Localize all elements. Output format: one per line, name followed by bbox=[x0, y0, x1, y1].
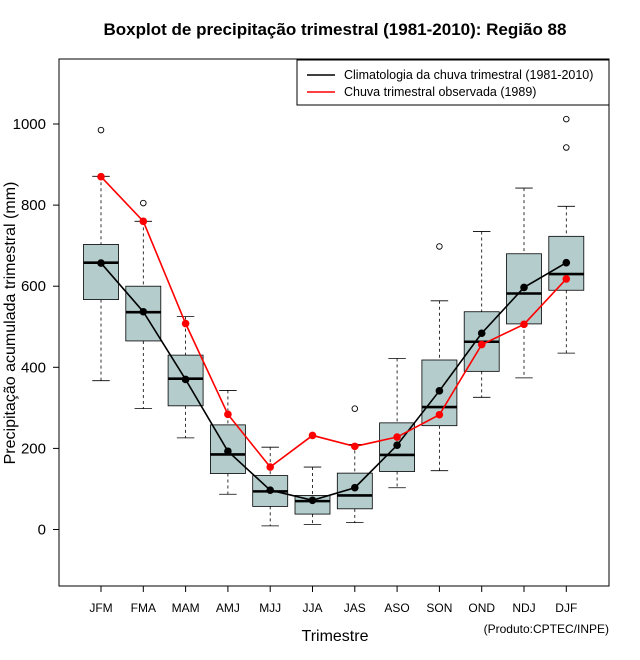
outlier-point bbox=[436, 243, 443, 250]
outlier-point bbox=[563, 144, 570, 151]
x-tick-label: ASO bbox=[384, 601, 409, 615]
series-point-climatology bbox=[308, 496, 317, 505]
series-point-observed bbox=[224, 410, 232, 419]
x-tick-label: MJJ bbox=[259, 601, 281, 615]
x-axis-label: Trimestre bbox=[302, 628, 369, 645]
series-point-observed bbox=[351, 442, 359, 451]
x-tick-label: FMA bbox=[131, 601, 156, 615]
outlier-point bbox=[563, 115, 570, 123]
series-line-climatology bbox=[100, 261, 567, 502]
series-point-climatology bbox=[139, 307, 148, 316]
x-tick-label: JAS bbox=[344, 601, 366, 615]
series-point-climatology bbox=[351, 483, 359, 492]
box-iqr bbox=[125, 285, 162, 342]
series-point-climatology bbox=[181, 375, 190, 384]
box-ndj bbox=[506, 187, 542, 379]
y-tick-label: 0 bbox=[38, 522, 46, 539]
series-point-climatology bbox=[266, 486, 275, 494]
x-tick-label: MAM bbox=[172, 601, 200, 615]
x-tick-label: NDJ bbox=[512, 601, 535, 615]
series-point-observed bbox=[181, 319, 190, 328]
box-iqr bbox=[83, 244, 119, 300]
series-point-climatology bbox=[393, 441, 401, 449]
series-point-observed bbox=[477, 340, 486, 349]
series-point-observed bbox=[562, 275, 571, 283]
series-point-climatology bbox=[477, 329, 486, 338]
credit-text: (Produto:CPTEC/INPE) bbox=[484, 622, 609, 636]
chart-title: Boxplot de precipitação trimestral (1981… bbox=[104, 20, 567, 39]
y-tick-label: 800 bbox=[21, 197, 46, 214]
series-point-climatology bbox=[520, 283, 528, 292]
box-jas bbox=[336, 405, 373, 524]
series-point-observed bbox=[266, 463, 275, 471]
y-tick-label: 1000 bbox=[13, 116, 46, 133]
y-axis-label: Precipitação acumulada trimestral (mm) bbox=[2, 182, 19, 465]
legend-box bbox=[296, 59, 610, 106]
box-amj bbox=[209, 390, 246, 495]
y-tick-label: 200 bbox=[21, 440, 46, 457]
outlier-point bbox=[351, 405, 359, 412]
legend-observed-label: Chuva trimestral observada (1989) bbox=[344, 85, 536, 99]
series-point-observed bbox=[308, 431, 317, 440]
series-point-climatology bbox=[224, 447, 232, 456]
series-point-observed bbox=[393, 433, 401, 441]
x-tick-label: JJA bbox=[302, 601, 322, 615]
legend: Climatologia da chuva trimestral (1981-2… bbox=[296, 59, 610, 106]
x-tick-label: OND bbox=[468, 601, 495, 615]
series-point-observed bbox=[435, 410, 444, 419]
x-tick-label: JFM bbox=[89, 601, 112, 615]
series-point-observed bbox=[97, 172, 105, 181]
y-tick-label: 400 bbox=[21, 359, 46, 376]
y-tick-label: 600 bbox=[21, 278, 46, 295]
box-jfm bbox=[83, 126, 119, 382]
x-tick-label: AMJ bbox=[216, 601, 240, 615]
series-point-climatology bbox=[435, 387, 444, 395]
series-point-climatology bbox=[562, 258, 571, 267]
series-point-observed bbox=[139, 217, 148, 226]
box-son bbox=[421, 243, 458, 472]
legend-climatology-label: Climatologia da chuva trimestral (1981-2… bbox=[344, 68, 593, 82]
box-ond bbox=[463, 231, 500, 398]
x-tick-label: SON bbox=[426, 601, 452, 615]
plot-area: 0 200 400 600 800 1000 JFM FMA MAM AMJ MJJ JJA JAS AS… bbox=[13, 58, 610, 615]
series-point-climatology bbox=[97, 259, 105, 267]
box-djf bbox=[548, 115, 585, 354]
plot-frame bbox=[58, 58, 610, 587]
series-point-observed bbox=[520, 320, 528, 329]
box-fma bbox=[125, 199, 162, 410]
x-tick-label: DJF bbox=[555, 601, 577, 615]
outlier-point bbox=[97, 126, 105, 134]
series-line-observed bbox=[100, 176, 567, 469]
outlier-point bbox=[140, 199, 147, 207]
box-aso bbox=[379, 357, 416, 489]
